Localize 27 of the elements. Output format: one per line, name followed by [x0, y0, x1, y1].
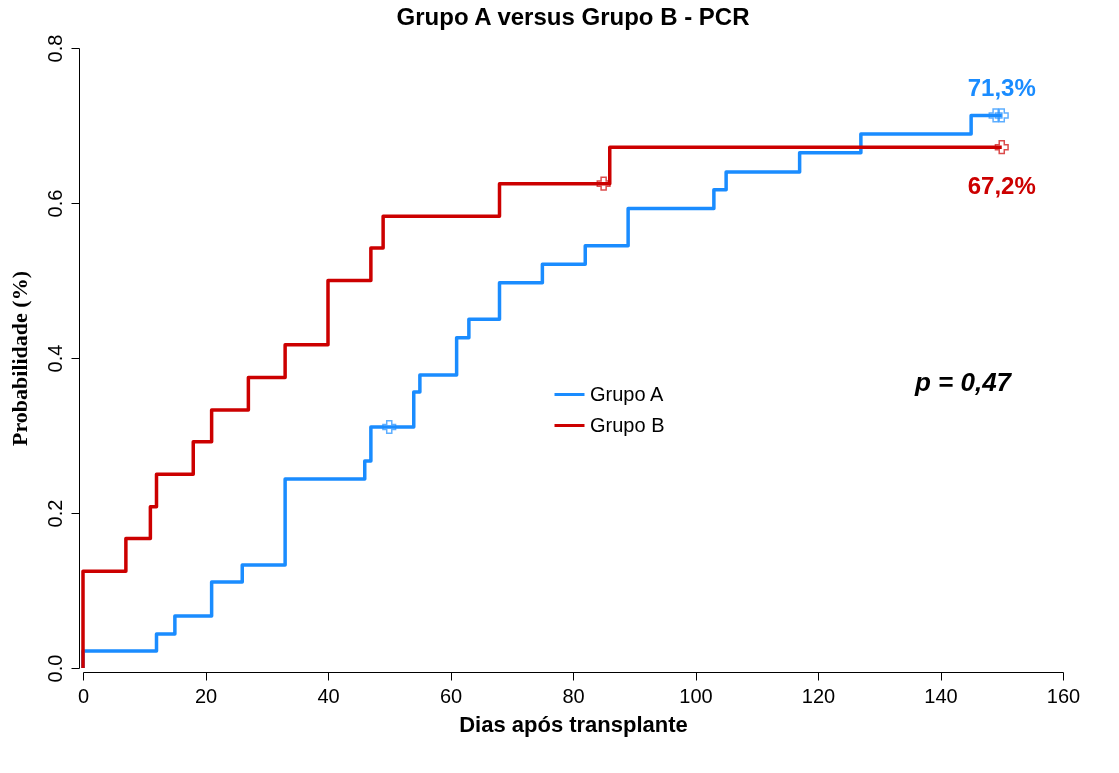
x-tick-label: 0	[77, 684, 90, 707]
x-tick-label: 20	[194, 684, 218, 707]
annotation: 71,3%	[967, 74, 1036, 102]
y-tick-label: 0.6	[43, 189, 66, 218]
x-tick-label: 100	[679, 684, 713, 707]
point	[994, 108, 1009, 123]
x-tick-label: 160	[1046, 684, 1081, 707]
legend-label: Grupo A	[590, 382, 665, 405]
chart-title: Grupo A versus Grupo B - PCR	[396, 3, 750, 31]
y-tick-label: 0.0	[43, 654, 66, 683]
point	[596, 176, 611, 191]
point	[988, 108, 1003, 123]
x-axis-title: Dias após transplante	[459, 711, 688, 737]
x-tick-label: 120	[801, 684, 836, 707]
y-tick-label: 0.8	[43, 34, 66, 63]
annotation: 67,2%	[967, 172, 1036, 200]
legend-label: Grupo B	[590, 413, 665, 436]
annotation: p = 0,47	[913, 367, 1013, 397]
point	[994, 140, 1009, 155]
x-tick-label: 60	[439, 684, 463, 707]
point	[382, 419, 397, 435]
x-tick-label: 40	[317, 684, 340, 707]
x-tick-label: 140	[924, 684, 958, 707]
y-axis-title: Probabilidade (%)	[6, 270, 32, 447]
y-tick-label: 0.4	[43, 344, 66, 373]
y-tick-label: 0.2	[43, 499, 66, 528]
x-tick-label: 80	[562, 684, 585, 707]
